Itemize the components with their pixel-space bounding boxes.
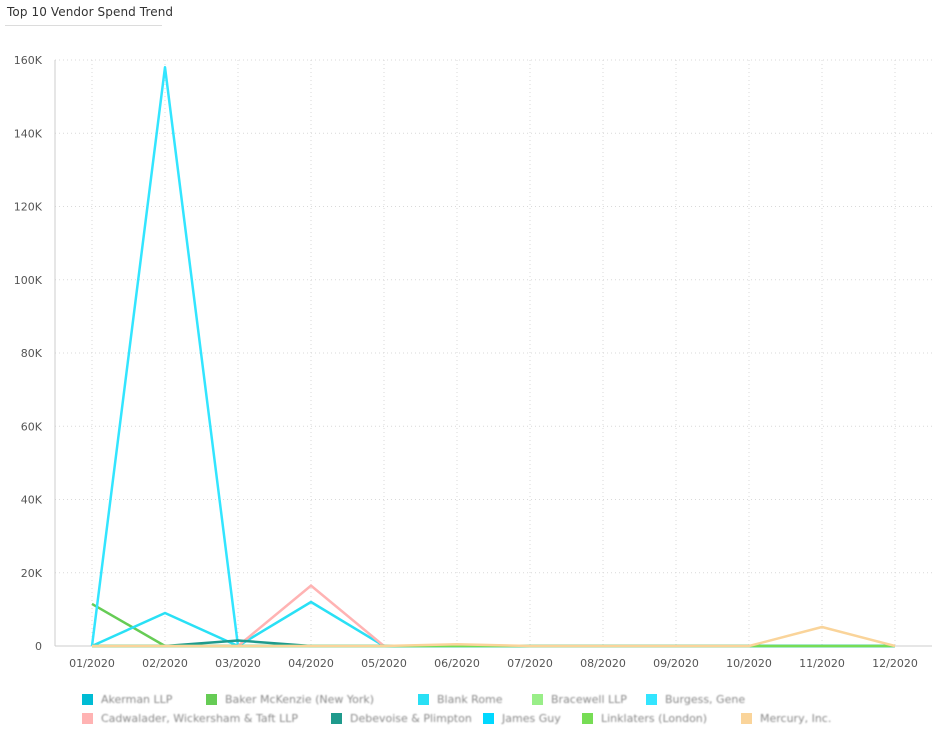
legend-item[interactable]: Burgess, Gene	[646, 693, 766, 706]
legend-label: Baker McKenzie (New York)	[225, 693, 375, 706]
legend-swatch	[532, 694, 543, 705]
x-tick-label: 01/2020	[69, 657, 115, 670]
legend-swatch	[483, 713, 494, 724]
legend-item[interactable]: Bracewell LLP	[532, 693, 642, 706]
x-tick-label: 04/2020	[288, 657, 334, 670]
legend-label: Bracewell LLP	[551, 693, 627, 706]
legend-swatch	[646, 694, 657, 705]
legend-label: Akerman LLP	[101, 693, 173, 706]
legend-label: Blank Rome	[437, 693, 503, 706]
chart-title: Top 10 Vendor Spend Trend	[7, 5, 174, 19]
y-tick-label: 80K	[21, 347, 43, 360]
y-tick-label: 20K	[21, 567, 43, 580]
legend-item[interactable]: Blank Rome	[418, 693, 528, 706]
series-line	[92, 625, 896, 648]
legend-item[interactable]: Mercury, Inc.	[741, 712, 861, 725]
legend-label: Cadwalader, Wickersham & Taft LLP	[101, 712, 298, 725]
legend-row: Akerman LLP Baker McKenzie (New York) Blan…	[82, 690, 922, 709]
legend-row: Cadwalader, Wickersham & Taft LLP Debevoi…	[82, 709, 922, 728]
legend-item[interactable]: Cadwalader, Wickersham & Taft LLP	[82, 712, 327, 725]
series-line	[92, 584, 895, 648]
x-tick-label: 08/2020	[580, 657, 626, 670]
x-tick-label: 02/2020	[142, 657, 188, 670]
x-tick-label: 11/2020	[799, 657, 845, 670]
y-tick-label: 60K	[21, 420, 43, 433]
legend-swatch	[82, 694, 93, 705]
x-tick-label: 05/2020	[361, 657, 407, 670]
legend-swatch	[82, 713, 93, 724]
legend-label: Mercury, Inc.	[760, 712, 832, 725]
y-tick-label: 100K	[14, 274, 43, 287]
y-tick-label: 160K	[14, 54, 43, 67]
legend-label: Burgess, Gene	[665, 693, 746, 706]
title-divider	[5, 25, 162, 26]
x-tick-label: 09/2020	[653, 657, 699, 670]
legend-item[interactable]: Debevoise & Plimpton	[331, 712, 479, 725]
y-tick-label: 40K	[21, 494, 43, 507]
x-tick-label: 07/2020	[507, 657, 553, 670]
legend-item[interactable]: Baker McKenzie (New York)	[206, 693, 414, 706]
x-tick-label: 12/2020	[872, 657, 918, 670]
legend-item[interactable]: James Guy	[483, 712, 578, 725]
legend-item[interactable]: Linklaters (London)	[582, 712, 737, 725]
legend-label: James Guy	[502, 712, 561, 725]
y-tick-label: 120K	[14, 201, 43, 214]
series-line	[90, 66, 895, 648]
legend-swatch	[331, 713, 342, 724]
x-tick-label: 10/2020	[726, 657, 772, 670]
legend-swatch	[741, 713, 752, 724]
x-tick-label: 03/2020	[215, 657, 261, 670]
x-tick-label: 06/2020	[434, 657, 480, 670]
legend: Akerman LLP Baker McKenzie (New York) Blan…	[82, 690, 922, 728]
legend-label: Debevoise & Plimpton	[350, 712, 472, 725]
legend-label: Linklaters (London)	[601, 712, 708, 725]
line-chart: 0 20K 40K 60K 80K 100K 120K 140K 160K 01/2020 02/2…	[14, 54, 932, 670]
legend-item[interactable]: Akerman LLP	[82, 693, 202, 706]
y-tick-label: 140K	[14, 127, 43, 140]
legend-swatch	[206, 694, 217, 705]
y-tick-label: 0	[35, 640, 42, 653]
legend-swatch	[582, 713, 593, 724]
legend-swatch	[418, 694, 429, 705]
